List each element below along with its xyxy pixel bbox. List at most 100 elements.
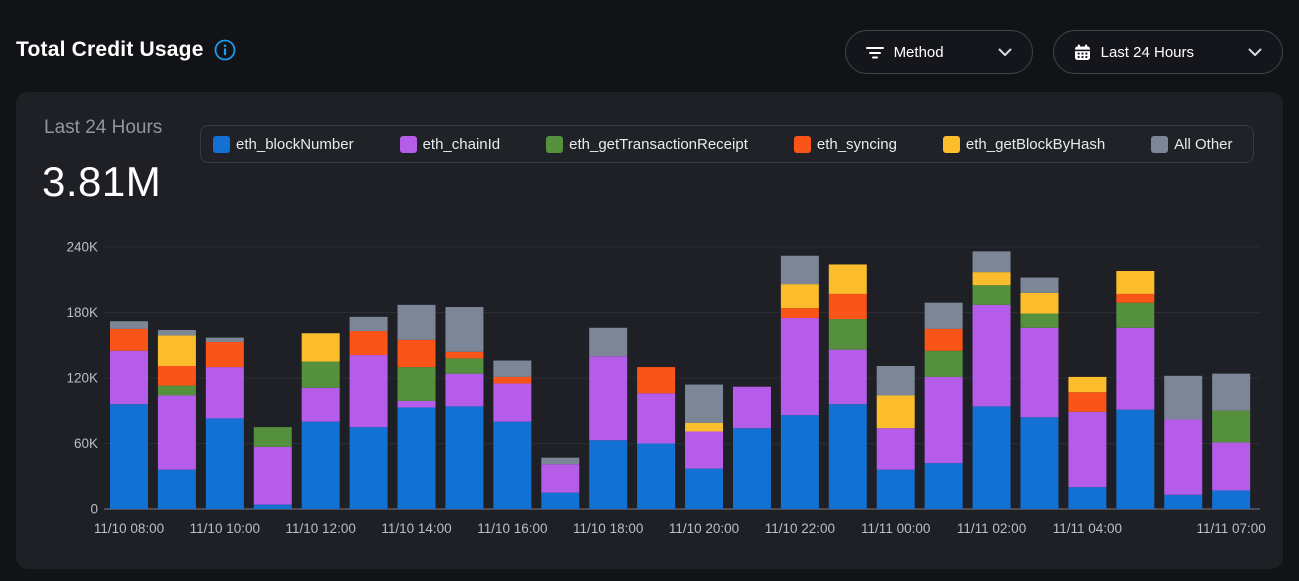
bar-segment[interactable]: [732, 428, 771, 509]
bar-segment[interactable]: [876, 469, 915, 509]
bar-segment[interactable]: [1116, 409, 1155, 509]
bar-segment[interactable]: [780, 415, 819, 509]
bar-segment[interactable]: [157, 365, 196, 386]
bar-segment[interactable]: [1164, 419, 1203, 495]
bar-segment[interactable]: [445, 351, 484, 359]
bar[interactable]: [205, 337, 244, 509]
bar-segment[interactable]: [1116, 327, 1155, 410]
bar-segment[interactable]: [924, 328, 963, 351]
bar-segment[interactable]: [1020, 277, 1059, 293]
bar-segment[interactable]: [445, 358, 484, 374]
bar-segment[interactable]: [780, 284, 819, 309]
legend-item-all-other[interactable]: All Other: [1151, 135, 1233, 153]
bar-segment[interactable]: [828, 293, 867, 320]
legend-item-eth-syncing[interactable]: eth_syncing: [793, 135, 897, 153]
legend-item-eth-chainid[interactable]: eth_chainId: [399, 135, 500, 153]
bar-segment[interactable]: [110, 404, 148, 509]
bar-segment[interactable]: [157, 395, 196, 470]
bar-segment[interactable]: [205, 418, 244, 509]
bar-segment[interactable]: [493, 376, 532, 384]
info-icon[interactable]: [214, 39, 236, 61]
bar-segment[interactable]: [253, 504, 292, 509]
bar-segment[interactable]: [1116, 271, 1155, 294]
method-filter-dropdown[interactable]: Method: [844, 30, 1033, 74]
bar-segment[interactable]: [1212, 373, 1251, 411]
bar-segment[interactable]: [253, 427, 292, 447]
bar-segment[interactable]: [110, 328, 148, 351]
bar[interactable]: [445, 307, 484, 509]
bar-segment[interactable]: [541, 457, 580, 465]
bar[interactable]: [1212, 373, 1251, 509]
bar[interactable]: [732, 386, 771, 509]
bar-segment[interactable]: [349, 316, 388, 332]
bar-segment[interactable]: [1020, 313, 1059, 328]
legend-item-eth-blocknumber[interactable]: eth_blockNumber: [213, 135, 354, 153]
bar-segment[interactable]: [828, 319, 867, 350]
bar-segment[interactable]: [253, 446, 292, 505]
bar[interactable]: [493, 360, 532, 509]
bar[interactable]: [876, 365, 915, 509]
bar-segment[interactable]: [349, 355, 388, 428]
bar-segment[interactable]: [876, 395, 915, 429]
bar-segment[interactable]: [110, 350, 148, 405]
bar-segment[interactable]: [445, 307, 484, 352]
bar[interactable]: [1068, 376, 1107, 509]
bar-segment[interactable]: [205, 341, 244, 368]
legend-item-eth-getblockbyhash[interactable]: eth_getBlockByHash: [942, 135, 1105, 153]
bar[interactable]: [541, 457, 580, 509]
bar-segment[interactable]: [780, 308, 819, 318]
bar[interactable]: [301, 333, 340, 509]
bar-segment[interactable]: [924, 463, 963, 509]
bar-segment[interactable]: [493, 383, 532, 422]
bar[interactable]: [685, 384, 724, 509]
bar-segment[interactable]: [1164, 494, 1203, 509]
bar[interactable]: [1116, 271, 1155, 509]
bar-segment[interactable]: [924, 350, 963, 377]
bar-segment[interactable]: [972, 304, 1011, 407]
bar[interactable]: [110, 321, 148, 509]
bar-segment[interactable]: [205, 367, 244, 419]
bar-segment[interactable]: [1068, 376, 1107, 393]
bar-segment[interactable]: [349, 427, 388, 509]
bar-segment[interactable]: [637, 443, 676, 510]
bar-segment[interactable]: [685, 384, 724, 423]
bar-segment[interactable]: [972, 251, 1011, 273]
bar-segment[interactable]: [924, 376, 963, 464]
bar-segment[interactable]: [1116, 293, 1155, 303]
bar-segment[interactable]: [637, 367, 676, 394]
bar-segment[interactable]: [685, 468, 724, 509]
bar[interactable]: [157, 329, 196, 509]
bar-segment[interactable]: [445, 373, 484, 407]
bar-segment[interactable]: [1020, 292, 1059, 314]
bar[interactable]: [637, 367, 676, 510]
bar-segment[interactable]: [1068, 487, 1107, 509]
bar-segment[interactable]: [732, 386, 771, 429]
bar-segment[interactable]: [157, 469, 196, 509]
bar-segment[interactable]: [397, 407, 436, 509]
bar-segment[interactable]: [397, 304, 436, 340]
bar-segment[interactable]: [589, 356, 628, 441]
bar-segment[interactable]: [1020, 327, 1059, 418]
bar-segment[interactable]: [110, 321, 148, 329]
bar-segment[interactable]: [397, 339, 436, 368]
bar-segment[interactable]: [1212, 410, 1251, 443]
bar-segment[interactable]: [780, 317, 819, 416]
bar-segment[interactable]: [301, 421, 340, 509]
bar-segment[interactable]: [589, 440, 628, 509]
bar-segment[interactable]: [828, 349, 867, 405]
bar[interactable]: [780, 255, 819, 509]
date-range-dropdown[interactable]: Last 24 Hours: [1052, 30, 1283, 74]
bar-segment[interactable]: [493, 421, 532, 509]
bar-segment[interactable]: [397, 367, 436, 401]
bar-segment[interactable]: [349, 331, 388, 356]
bar-segment[interactable]: [685, 431, 724, 469]
bar-segment[interactable]: [157, 335, 196, 366]
bar-segment[interactable]: [301, 361, 340, 388]
bar-segment[interactable]: [301, 333, 340, 362]
bar-segment[interactable]: [828, 404, 867, 509]
bar-segment[interactable]: [828, 264, 867, 294]
bar[interactable]: [349, 316, 388, 509]
bar-segment[interactable]: [876, 428, 915, 470]
bar-segment[interactable]: [1212, 442, 1251, 491]
bar-segment[interactable]: [1020, 417, 1059, 509]
